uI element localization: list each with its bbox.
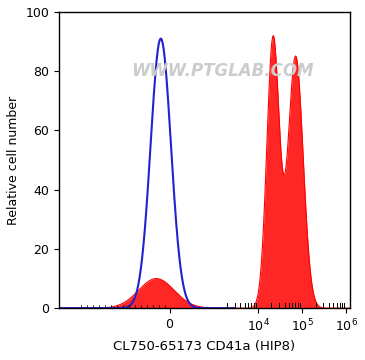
Text: WWW.PTGLAB.COM: WWW.PTGLAB.COM	[131, 62, 313, 80]
X-axis label: CL750-65173 CD41a (HIP8): CL750-65173 CD41a (HIP8)	[114, 340, 296, 353]
Y-axis label: Relative cell number: Relative cell number	[7, 95, 20, 225]
